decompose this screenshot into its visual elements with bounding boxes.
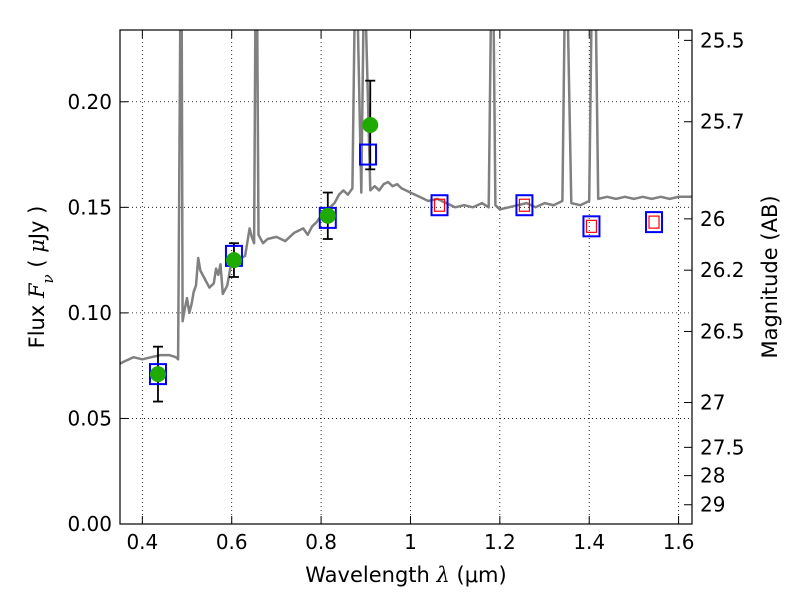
model-photometry-square (582, 215, 601, 238)
y2-tick-label: 28 (700, 464, 725, 488)
y2-tick-label: 25.5 (700, 28, 745, 52)
y-label-text: Flux (25, 298, 49, 348)
y-label-subscript: ν (39, 274, 57, 283)
y-tick-label: 0.05 (67, 406, 112, 430)
y-label-symbol: F (25, 282, 49, 299)
x-tick-label: 1.6 (663, 530, 695, 554)
data-markers (148, 79, 664, 403)
x-tick-label: 0.8 (305, 530, 337, 554)
y2-tick-label: 27.5 (700, 435, 745, 459)
predicted-flux-square (585, 219, 598, 233)
x-tick-label: 1.2 (484, 530, 516, 554)
x-label-text: Wavelength (305, 563, 436, 587)
x-tick-label: 0.4 (126, 530, 158, 554)
x-tick-label: 1.4 (573, 530, 605, 554)
predicted-flux-square (433, 198, 446, 212)
model-photometry-square (515, 194, 534, 217)
y-tick-label: 0.00 (67, 512, 112, 536)
x-tick-label: 0.6 (216, 530, 248, 554)
y-label-mu: μ (25, 239, 49, 253)
model-photometry-square (430, 194, 449, 217)
y2-tick-label: 26 (700, 207, 725, 231)
y2-tick-label: 26.5 (700, 319, 745, 343)
y2-tick-label: 27 (700, 391, 725, 415)
y-tick-label: 0.20 (67, 90, 112, 114)
y-label-unit-end: Jy ) (25, 206, 49, 242)
y2-tick-label: 29 (700, 493, 725, 517)
predicted-flux-square (518, 198, 531, 212)
y-tick-label: 0.10 (67, 301, 112, 325)
observed-flux-point (225, 252, 242, 269)
model-photometry-square (359, 143, 378, 166)
y-tick-label: 0.15 (67, 195, 112, 219)
y-label-unit: ( (25, 253, 49, 275)
x-tick-label: 1 (404, 530, 417, 554)
plot-area (120, 30, 692, 365)
y2-tick-label: 26.2 (700, 258, 745, 282)
y-axis-label: Flux Fν ( μJy ) (25, 206, 57, 349)
model-photometry-square (645, 211, 664, 234)
y2-axis-label: Magnitude (AB) (758, 195, 782, 358)
x-axis-label: Wavelength λ (μm) (305, 563, 506, 587)
x-label-symbol: λ (436, 563, 450, 587)
observed-flux-point (319, 207, 336, 224)
x-label-unit: (μm) (450, 563, 507, 587)
predicted-flux-square (648, 215, 660, 229)
model-spectrum-line (120, 30, 692, 365)
y2-tick-label: 25.7 (700, 110, 745, 134)
observed-flux-point (149, 366, 166, 383)
observed-flux-point (362, 117, 379, 133)
grid-lines (120, 30, 692, 525)
plot-frame (119, 29, 693, 525)
axis-ticks: 0.4 0.6 0.8 1 1.2 1.4 1.6 0.00 0.05 0.10 0.15 0.20 2… (67, 28, 744, 554)
